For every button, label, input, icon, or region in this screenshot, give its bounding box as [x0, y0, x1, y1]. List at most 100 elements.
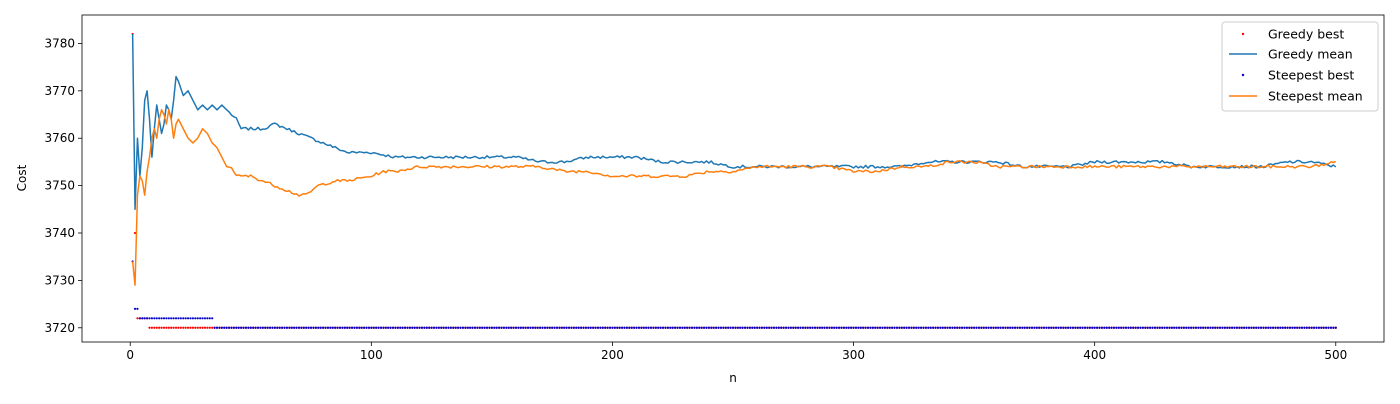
data-point-steepest-best — [1327, 326, 1330, 329]
data-point-steepest-best — [758, 326, 761, 329]
data-point-steepest-best — [514, 326, 518, 329]
data-point-steepest-best — [1086, 326, 1089, 329]
data-point-steepest-best — [334, 326, 337, 329]
data-point-steepest-best — [975, 326, 978, 329]
data-point-steepest-best — [510, 326, 513, 329]
data-point-steepest-best — [355, 326, 358, 329]
data-point-steepest-best — [616, 326, 619, 329]
data-point-steepest-best — [158, 317, 161, 320]
data-point-steepest-best — [883, 326, 887, 329]
data-point-steepest-best — [992, 326, 995, 329]
data-point-steepest-best — [717, 326, 720, 329]
data-point-steepest-best — [741, 326, 744, 329]
data-point-steepest-best — [1221, 326, 1224, 329]
data-point-steepest-best — [170, 317, 173, 320]
data-point-steepest-best — [201, 317, 204, 320]
data-point-steepest-best — [905, 326, 908, 329]
data-point-steepest-best — [541, 326, 544, 329]
data-point-steepest-best — [729, 326, 732, 329]
data-point-steepest-best — [756, 326, 759, 329]
data-point-greedy-best — [206, 326, 209, 329]
data-point-steepest-best — [1267, 326, 1270, 329]
data-point-steepest-best — [1298, 326, 1301, 329]
data-point-steepest-best — [770, 326, 773, 329]
data-point-steepest-best — [365, 326, 368, 329]
data-point-steepest-best — [736, 326, 739, 329]
y-tick-label: 3720 — [44, 321, 75, 335]
data-point-steepest-best — [596, 326, 600, 329]
data-point-steepest-best — [338, 326, 342, 329]
data-point-steepest-best — [444, 326, 448, 329]
data-point-steepest-best — [592, 326, 595, 329]
data-point-greedy-best — [155, 326, 158, 329]
data-point-steepest-best — [524, 326, 527, 329]
y-tick-label: 3770 — [44, 84, 75, 98]
x-tick-label: 300 — [842, 348, 865, 362]
data-point-steepest-best — [601, 326, 604, 329]
data-point-steepest-best — [686, 326, 689, 329]
data-point-steepest-best — [428, 326, 431, 329]
data-point-steepest-best — [174, 317, 178, 320]
data-point-steepest-best — [341, 326, 344, 329]
data-point-greedy-best — [136, 317, 139, 320]
data-point-steepest-best — [640, 326, 643, 329]
data-point-greedy-best — [170, 326, 173, 329]
data-point-steepest-best — [927, 326, 930, 329]
data-point-steepest-best — [1057, 326, 1060, 329]
data-point-steepest-best — [1325, 326, 1328, 329]
x-tick-label: 500 — [1324, 348, 1347, 362]
data-point-steepest-best — [490, 326, 493, 329]
data-point-steepest-best — [1185, 326, 1188, 329]
data-point-steepest-best — [1228, 326, 1231, 329]
data-point-greedy-best — [150, 326, 154, 329]
data-point-steepest-best — [1257, 326, 1260, 329]
data-point-steepest-best — [825, 326, 829, 329]
data-point-steepest-best — [259, 326, 262, 329]
data-point-steepest-best — [160, 317, 163, 320]
data-point-steepest-best — [1011, 326, 1014, 329]
data-point-steepest-best — [712, 326, 715, 329]
data-point-steepest-best — [946, 326, 949, 329]
data-point-steepest-best — [1293, 326, 1296, 329]
data-point-greedy-best — [174, 326, 178, 329]
x-tick-label: 200 — [601, 348, 624, 362]
data-point-steepest-best — [247, 326, 250, 329]
data-point-steepest-best — [290, 326, 293, 329]
data-point-steepest-best — [1103, 326, 1106, 329]
data-point-steepest-best — [864, 326, 867, 329]
data-point-steepest-best — [1259, 326, 1263, 329]
data-point-steepest-best — [830, 326, 833, 329]
data-point-steepest-best — [637, 326, 641, 329]
data-point-steepest-best — [411, 326, 414, 329]
data-point-steepest-best — [1014, 326, 1017, 329]
data-point-steepest-best — [358, 326, 361, 329]
data-point-steepest-best — [1091, 326, 1094, 329]
data-point-steepest-best — [430, 326, 433, 329]
plot-frame — [81, 14, 1385, 343]
data-point-steepest-best — [346, 326, 349, 329]
data-point-steepest-best — [1303, 326, 1306, 329]
data-point-steepest-best — [948, 326, 952, 329]
data-point-greedy-best — [189, 326, 192, 329]
data-point-steepest-best — [1139, 326, 1142, 329]
data-point-steepest-best — [1129, 326, 1132, 329]
data-point-steepest-best — [548, 326, 551, 329]
data-point-steepest-best — [281, 326, 284, 329]
data-point-steepest-best — [483, 326, 486, 329]
x-tick-label: 100 — [360, 348, 383, 362]
data-point-greedy-best — [167, 326, 170, 329]
data-point-steepest-best — [505, 326, 508, 329]
data-point-steepest-best — [1052, 326, 1055, 329]
data-point-steepest-best — [1317, 326, 1320, 329]
data-point-steepest-best — [999, 326, 1002, 329]
data-point-steepest-best — [635, 326, 638, 329]
data-point-greedy-best — [179, 326, 182, 329]
data-point-steepest-best — [1170, 326, 1173, 329]
data-point-greedy-best — [160, 326, 163, 329]
data-point-steepest-best — [1093, 326, 1096, 329]
data-point-steepest-best — [531, 326, 534, 329]
data-point-steepest-best — [459, 326, 462, 329]
data-point-steepest-best — [577, 326, 580, 329]
data-point-steepest-best — [1315, 326, 1318, 329]
